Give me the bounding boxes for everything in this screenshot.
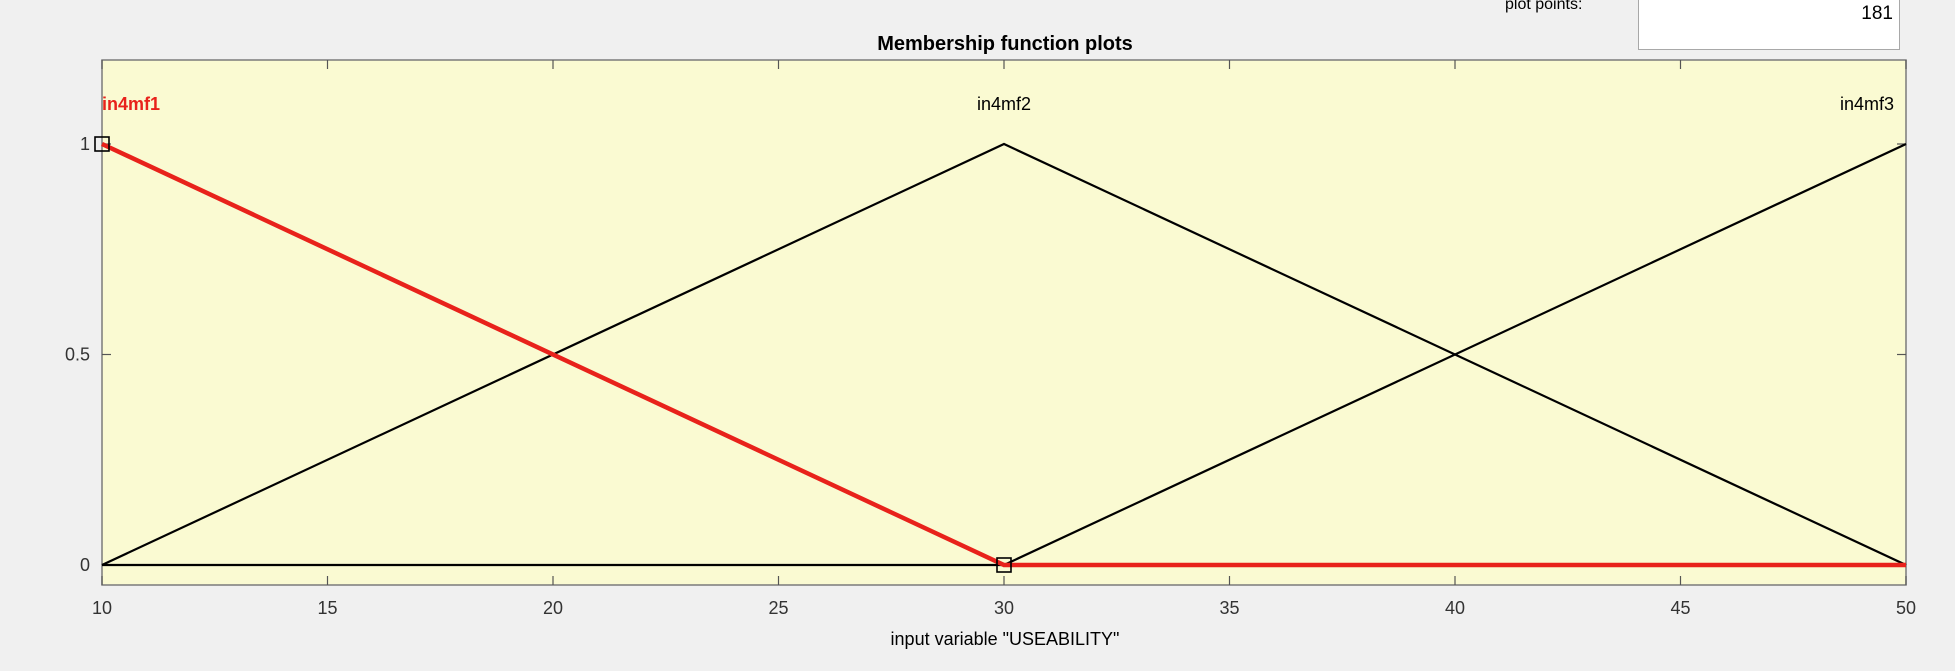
y-tick-label: 0 bbox=[80, 555, 90, 575]
x-axis-label: input variable "USEABILITY" bbox=[891, 629, 1120, 649]
x-tick-label: 30 bbox=[994, 598, 1014, 618]
chart-title: Membership function plots bbox=[877, 33, 1133, 55]
x-tick-label: 45 bbox=[1670, 598, 1690, 618]
x-tick-label: 20 bbox=[543, 598, 563, 618]
plot-points-label: plot points: bbox=[1505, 0, 1583, 13]
vertex-marker bbox=[94, 136, 110, 152]
x-tick-label: 40 bbox=[1445, 598, 1465, 618]
y-tick-label: 0.5 bbox=[65, 345, 90, 365]
plot-background bbox=[101, 59, 1907, 586]
x-tick-label: 50 bbox=[1896, 598, 1916, 618]
series-label-in4mf3: in4mf3 bbox=[1840, 94, 1894, 114]
series-line-in4mf2 bbox=[101, 142, 1907, 566]
x-tick-label: 25 bbox=[768, 598, 788, 618]
series-label-in4mf2: in4mf2 bbox=[977, 94, 1031, 114]
series-label-in4mf1: in4mf1 bbox=[102, 94, 160, 114]
x-tick-label: 35 bbox=[1219, 598, 1239, 618]
x-tick-label: 10 bbox=[92, 598, 112, 618]
vertex-marker bbox=[996, 557, 1012, 573]
plot-points-input[interactable]: 181 bbox=[1638, 0, 1900, 50]
x-tick-label: 15 bbox=[317, 598, 337, 618]
series-line-in4mf1 bbox=[101, 141, 1906, 568]
y-tick-label: 1 bbox=[80, 134, 90, 154]
